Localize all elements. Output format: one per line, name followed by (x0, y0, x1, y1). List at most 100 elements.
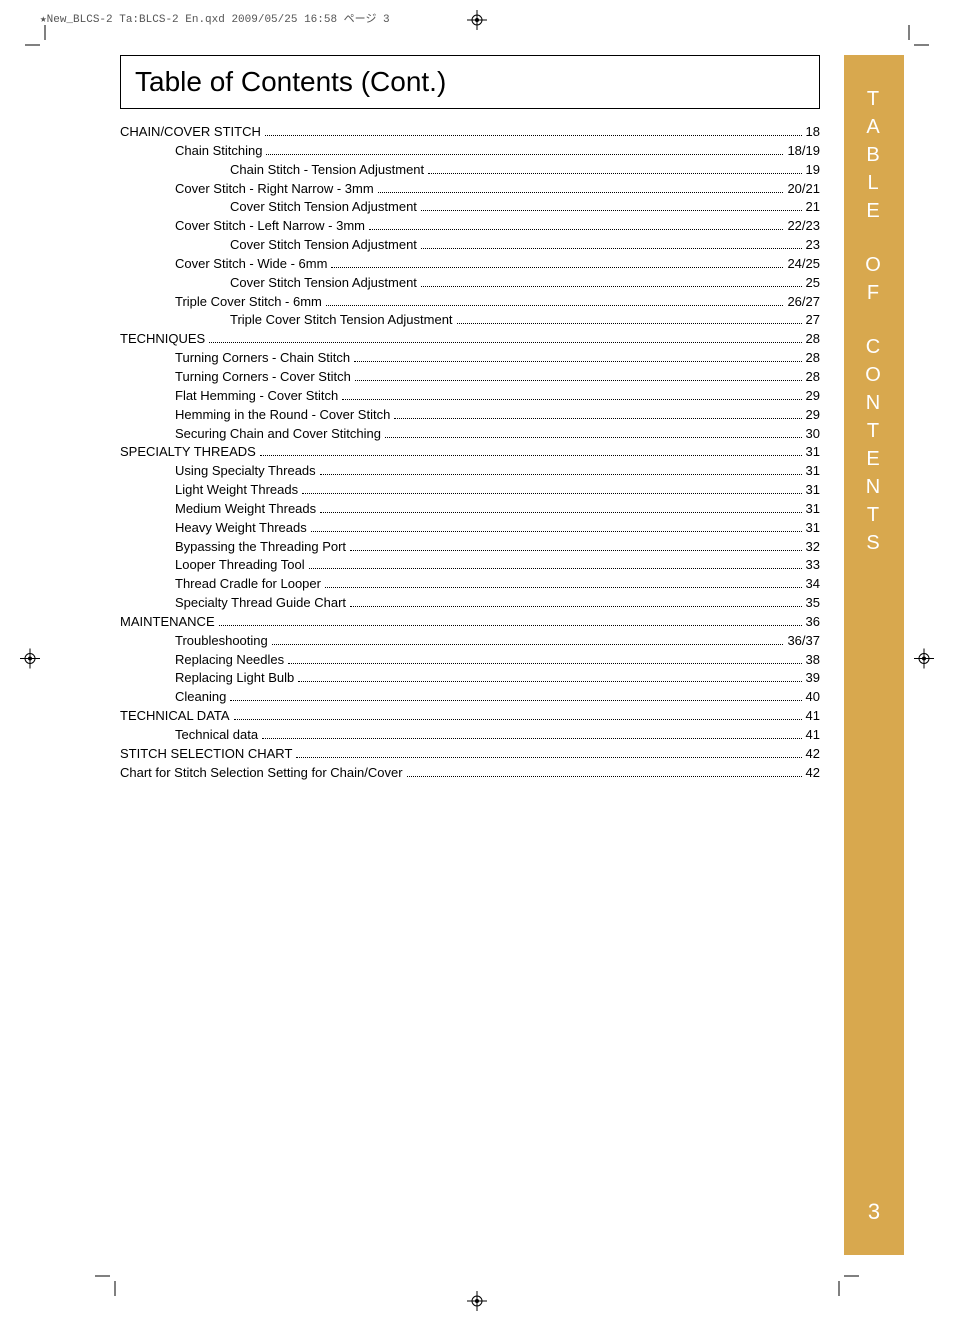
toc-leader-dots (421, 248, 802, 249)
page-content: Table of Contents (Cont.) CHAIN/COVER ST… (120, 55, 820, 783)
toc-label: TECHNIQUES (120, 330, 205, 349)
toc-label: Chain Stitch - Tension Adjustment (230, 161, 424, 180)
toc-label: Hemming in the Round - Cover Stitch (175, 406, 390, 425)
toc-leader-dots (311, 531, 802, 532)
toc-row: Cleaning 40 (120, 688, 820, 707)
toc-label: Medium Weight Threads (175, 500, 316, 519)
sidebar-letter: T (865, 501, 883, 529)
toc-leader-dots (354, 361, 801, 362)
toc-page: 28 (806, 349, 820, 368)
toc-leader-dots (331, 267, 783, 268)
toc-leader-dots (298, 681, 801, 682)
toc-page: 29 (806, 387, 820, 406)
crop-corner-br-icon (829, 1266, 859, 1296)
toc-page: 40 (806, 688, 820, 707)
sidebar-letter: C (865, 333, 883, 361)
crop-corner-bl-icon (95, 1266, 125, 1296)
toc-label: Cover Stitch - Right Narrow - 3mm (175, 180, 374, 199)
toc-row: Cover Stitch Tension Adjustment 23 (120, 236, 820, 255)
table-of-contents: CHAIN/COVER STITCH 18Chain Stitching18/1… (120, 123, 820, 783)
toc-row: Cover Stitch - Right Narrow - 3mm 20/21 (120, 180, 820, 199)
toc-page: 28 (806, 330, 820, 349)
toc-row: Looper Threading Tool33 (120, 556, 820, 575)
toc-page: 39 (806, 669, 820, 688)
toc-leader-dots (428, 173, 801, 174)
toc-page: 27 (806, 311, 820, 330)
toc-leader-dots (320, 474, 802, 475)
sidebar-word: TABLE (865, 85, 883, 225)
toc-label: Thread Cradle for Looper (175, 575, 321, 594)
toc-row: Chain Stitch - Tension Adjustment 19 (120, 161, 820, 180)
toc-leader-dots (296, 757, 801, 758)
toc-row: Heavy Weight Threads 31 (120, 519, 820, 538)
toc-leader-dots (378, 192, 784, 193)
sidebar-letter: T (865, 417, 883, 445)
file-meta-header: ★New_BLCS-2 Ta:BLCS-2 En.qxd 2009/05/25 … (40, 10, 390, 26)
toc-page: 41 (806, 707, 820, 726)
toc-label: STITCH SELECTION CHART (120, 745, 292, 764)
sidebar-letter: E (865, 197, 883, 225)
toc-label: Replacing Needles (175, 651, 284, 670)
toc-label: Cover Stitch Tension Adjustment (230, 274, 417, 293)
toc-label: Chain Stitching (175, 142, 262, 161)
toc-row: Triple Cover Stitch - 6mm 26/27 (120, 293, 820, 312)
toc-label: Turning Corners - Cover Stitch (175, 368, 351, 387)
toc-row: Bypassing the Threading Port 32 (120, 538, 820, 557)
toc-leader-dots (350, 550, 802, 551)
toc-row: Medium Weight Threads31 (120, 500, 820, 519)
toc-page: 23 (806, 236, 820, 255)
toc-page: 42 (806, 764, 820, 783)
toc-page: 31 (806, 481, 820, 500)
toc-label: Securing Chain and Cover Stitching (175, 425, 381, 444)
crop-corner-tl-icon (25, 25, 55, 55)
toc-row: Flat Hemming - Cover Stitch29 (120, 387, 820, 406)
toc-page: 25 (806, 274, 820, 293)
toc-page: 21 (806, 198, 820, 217)
toc-leader-dots (342, 399, 801, 400)
toc-page: 19 (806, 161, 820, 180)
toc-label: Cover Stitch Tension Adjustment (230, 198, 417, 217)
toc-label: Cover Stitch Tension Adjustment (230, 236, 417, 255)
toc-page: 24/25 (787, 255, 820, 274)
toc-leader-dots (369, 229, 783, 230)
sidebar-letter: T (865, 85, 883, 113)
toc-label: TECHNICAL DATA (120, 707, 230, 726)
toc-label: Chart for Stitch Selection Setting for C… (120, 764, 403, 783)
toc-leader-dots (309, 568, 802, 569)
toc-leader-dots (262, 738, 801, 739)
toc-row: Chain Stitching 18/19 (120, 142, 820, 161)
toc-row: Triple Cover Stitch Tension Adjustment27 (120, 311, 820, 330)
crop-mark-bottom-icon (467, 1291, 487, 1311)
toc-leader-dots (265, 135, 802, 136)
sidebar-tab: TABLEOFCONTENTS 3 (844, 55, 904, 1255)
toc-row: Turning Corners - Cover Stitch 28 (120, 368, 820, 387)
toc-page: 18/19 (787, 142, 820, 161)
toc-leader-dots (394, 418, 801, 419)
toc-page: 31 (806, 443, 820, 462)
page-number: 3 (844, 1199, 904, 1225)
crop-mark-right-icon (914, 648, 934, 673)
crop-corner-tr-icon (899, 25, 929, 55)
toc-row: Specialty Thread Guide Chart 35 (120, 594, 820, 613)
toc-leader-dots (421, 286, 802, 287)
toc-row: SPECIALTY THREADS31 (120, 443, 820, 462)
toc-leader-dots (320, 512, 801, 513)
toc-label: Light Weight Threads (175, 481, 298, 500)
toc-page: 33 (806, 556, 820, 575)
toc-row: Light Weight Threads 31 (120, 481, 820, 500)
toc-label: Cover Stitch - Left Narrow - 3mm (175, 217, 365, 236)
toc-page: 18 (806, 123, 820, 142)
toc-page: 36/37 (787, 632, 820, 651)
toc-label: Bypassing the Threading Port (175, 538, 346, 557)
toc-row: Cover Stitch Tension Adjustment 21 (120, 198, 820, 217)
toc-leader-dots (234, 719, 802, 720)
toc-row: Turning Corners - Chain Stitch 28 (120, 349, 820, 368)
toc-row: TECHNIQUES 28 (120, 330, 820, 349)
toc-leader-dots (266, 154, 783, 155)
toc-row: Technical data41 (120, 726, 820, 745)
toc-row: Replacing Needles 38 (120, 651, 820, 670)
toc-row: Thread Cradle for Looper 34 (120, 575, 820, 594)
toc-leader-dots (272, 644, 784, 645)
sidebar-letter: S (865, 529, 883, 557)
toc-leader-dots (302, 493, 801, 494)
